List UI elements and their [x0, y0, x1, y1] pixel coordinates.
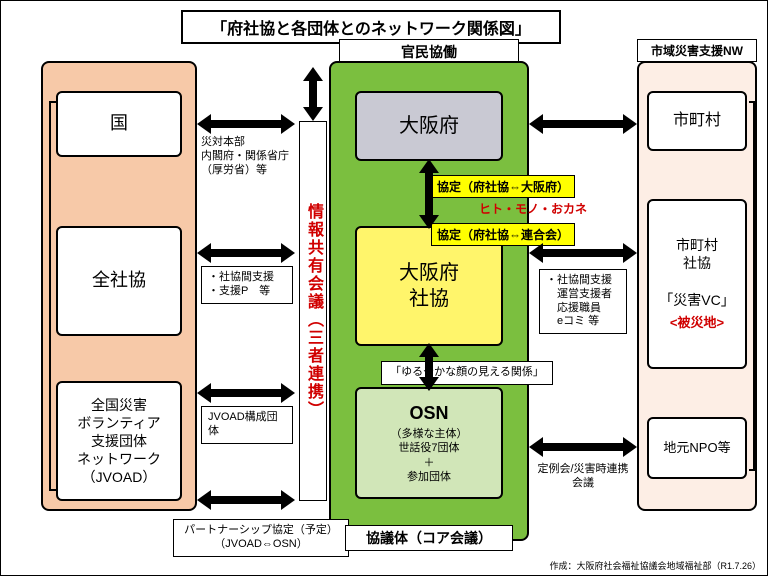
arrow-shakyo-cityvc	[543, 249, 623, 257]
arrow-osn-npo	[543, 443, 623, 451]
node-jvoad: 全国災害 ボランティア 支援団体 ネットワーク （JVOAD）	[56, 381, 182, 501]
kyotei-1: 協定（府社協⇔大阪府）	[431, 175, 575, 198]
kyotei-2: 協定（府社協⇔連合会）	[431, 223, 575, 246]
osn-main: OSN	[409, 402, 448, 425]
arrow-zensha-shakyo	[211, 249, 281, 257]
info-top-arrow	[309, 81, 317, 107]
node-npo: 地元NPO等	[647, 417, 747, 479]
arrow-jvoad-osn-top	[211, 389, 281, 397]
info-bar: 情報共有会議（三者連携）	[299, 121, 327, 501]
arrow-jvoad-osn-bot	[211, 496, 281, 504]
note-yuruyaka: 「ゆるやかな顔の見える関係」	[381, 361, 553, 385]
note-teirei: 定例会/災害時連携会議	[533, 463, 633, 491]
cityvc-hisai: <被災地>	[670, 315, 724, 332]
note-zensha: ・社協間支援 ・支援P 等	[201, 266, 293, 304]
node-city: 市町村	[647, 91, 747, 151]
header-right: 市域災害支援NW	[637, 39, 757, 62]
note-jvoad: JVOAD構成団体	[201, 406, 293, 444]
note-kuni: 災対本部 内閣府・関係省庁 （厚労省）等	[201, 136, 295, 177]
bracket-left	[49, 101, 57, 491]
bracket-right	[749, 101, 755, 471]
cityvc-label: 市町村 社協 「災害VC」	[659, 236, 734, 309]
node-osaka: 大阪府	[355, 91, 503, 161]
credit: 作成：大阪府社会福祉協議会地域福祉部（R1.7.26）	[549, 559, 761, 572]
arrow-osaka-shakyo-v	[425, 173, 433, 215]
note-shien: ・社協間支援 運営支援者 応援職員 eコミ 等	[539, 269, 627, 334]
node-zensha: 全社協	[56, 226, 182, 336]
note-partner: パートナーシップ協定（予定） （JVOAD⇔OSN）	[173, 519, 349, 557]
note-hito: ヒト・モノ・おカネ	[479, 202, 587, 217]
arrow-kuni-osaka	[211, 120, 281, 128]
arrow-osaka-city	[543, 120, 623, 128]
node-cityvc: 市町村 社協 「災害VC」 <被災地>	[647, 199, 747, 369]
info-bar-text: 情報共有会議（三者連携）	[301, 203, 325, 419]
arrow-shakyo-osn-v	[425, 357, 433, 377]
node-osn: OSN （多様な主体） 世話役7団体 ＋ 参加団体	[355, 387, 503, 499]
osn-sub: （多様な主体） 世話役7団体 ＋ 参加団体	[391, 427, 468, 484]
node-kuni: 国	[56, 91, 182, 157]
footer-label: 協議体（コア会議）	[345, 525, 513, 551]
